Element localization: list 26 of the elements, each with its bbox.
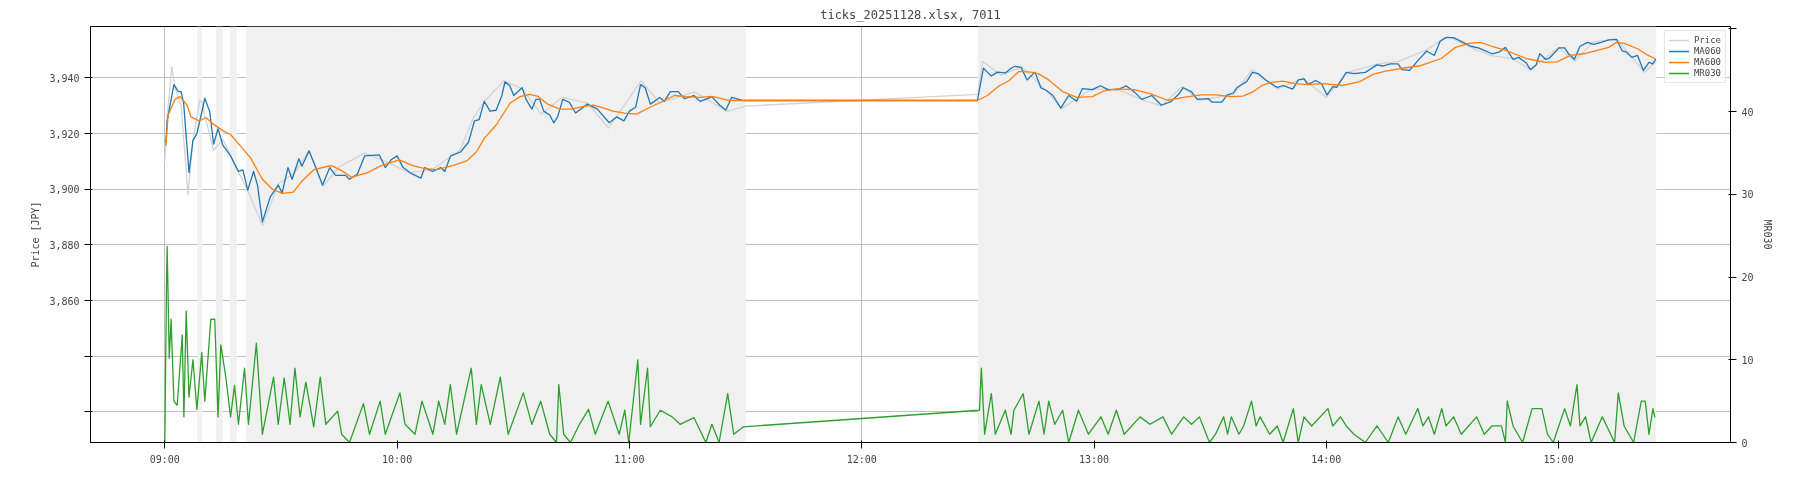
legend-label: MA600 (1693, 57, 1721, 67)
y-tick-label: 3,920 (49, 128, 80, 140)
x-tick-label: 11:00 (614, 453, 645, 465)
y-axis-title: Price [JPY] (30, 201, 42, 268)
line-series (164, 245, 1656, 443)
y-tick-label: 3,900 (49, 184, 80, 196)
x-tick-label: 15:00 (1543, 453, 1574, 465)
legend-label: Price (1693, 35, 1721, 45)
y-tick-label: 3,860 (49, 295, 80, 307)
x-tick-label: 13:00 (1078, 453, 1110, 465)
x-tick-label: 12:00 (846, 453, 877, 465)
y2-tick-label: 30 (1741, 189, 1754, 201)
x-tick-label: 14:00 (1311, 453, 1342, 465)
y2-tick-label: 10 (1741, 354, 1754, 366)
legend-label: MA060 (1693, 46, 1721, 56)
y2-tick-label: 40 (1741, 106, 1754, 118)
y2-axis-title: MR030 (1761, 219, 1773, 250)
y2-tick-label: 0 (1741, 437, 1748, 449)
x-tick-label: 09:00 (149, 453, 180, 465)
chart-title: ticks_20251128.xlsx, 7011 (820, 7, 1001, 22)
x-tick-label: 10:00 (382, 453, 413, 465)
y-tick-label: 3,940 (49, 72, 80, 84)
y2-tick-label: 20 (1741, 272, 1754, 284)
line-series (165, 41, 1656, 195)
y-tick-label: 3,880 (49, 239, 80, 251)
legend-label: MR030 (1693, 68, 1721, 78)
